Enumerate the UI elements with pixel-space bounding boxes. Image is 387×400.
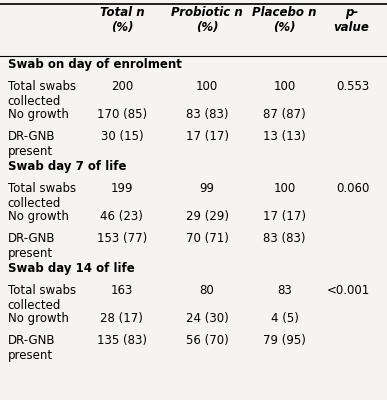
- Text: Total n
(%): Total n (%): [99, 6, 144, 34]
- Text: 0.553: 0.553: [336, 80, 370, 93]
- Text: 100: 100: [196, 80, 218, 93]
- Text: Probiotic n
(%): Probiotic n (%): [171, 6, 243, 34]
- Text: 99: 99: [200, 182, 214, 195]
- Text: p-
value: p- value: [334, 6, 370, 34]
- Text: 24 (30): 24 (30): [186, 312, 228, 325]
- Text: 83 (83): 83 (83): [186, 108, 228, 121]
- Text: Total swabs
collected: Total swabs collected: [8, 182, 76, 210]
- Text: 46 (23): 46 (23): [101, 210, 143, 223]
- Text: DR-GNB
present: DR-GNB present: [8, 334, 55, 362]
- Text: 28 (17): 28 (17): [101, 312, 143, 325]
- Text: Swab day 14 of life: Swab day 14 of life: [8, 262, 135, 275]
- Text: 13 (13): 13 (13): [263, 130, 306, 143]
- Text: 135 (83): 135 (83): [97, 334, 147, 347]
- Text: Placebo n
(%): Placebo n (%): [252, 6, 317, 34]
- Text: No growth: No growth: [8, 312, 68, 325]
- Text: 153 (77): 153 (77): [97, 232, 147, 245]
- Text: Swab on day of enrolment: Swab on day of enrolment: [8, 58, 182, 71]
- Text: 163: 163: [111, 284, 133, 297]
- Text: Total swabs
collected: Total swabs collected: [8, 80, 76, 108]
- Text: 56 (70): 56 (70): [186, 334, 228, 347]
- Text: 29 (29): 29 (29): [185, 210, 229, 223]
- Text: 79 (95): 79 (95): [263, 334, 306, 347]
- Text: 83: 83: [277, 284, 292, 297]
- Text: 0.060: 0.060: [336, 182, 370, 195]
- Text: 4 (5): 4 (5): [271, 312, 298, 325]
- Text: 17 (17): 17 (17): [263, 210, 306, 223]
- Text: DR-GNB
present: DR-GNB present: [8, 130, 55, 158]
- Text: 70 (71): 70 (71): [186, 232, 228, 245]
- Text: 170 (85): 170 (85): [97, 108, 147, 121]
- Text: 30 (15): 30 (15): [101, 130, 143, 143]
- Text: 87 (87): 87 (87): [263, 108, 306, 121]
- Text: 80: 80: [200, 284, 214, 297]
- Text: Swab day 7 of life: Swab day 7 of life: [8, 160, 126, 173]
- Text: Total swabs
collected: Total swabs collected: [8, 284, 76, 312]
- Text: 200: 200: [111, 80, 133, 93]
- Text: DR-GNB
present: DR-GNB present: [8, 232, 55, 260]
- Text: 199: 199: [111, 182, 133, 195]
- Text: No growth: No growth: [8, 210, 68, 223]
- Text: 83 (83): 83 (83): [263, 232, 306, 245]
- Text: 100: 100: [273, 80, 296, 93]
- Text: No growth: No growth: [8, 108, 68, 121]
- Text: <0.001: <0.001: [326, 284, 370, 297]
- Text: 100: 100: [273, 182, 296, 195]
- Text: 17 (17): 17 (17): [185, 130, 229, 143]
